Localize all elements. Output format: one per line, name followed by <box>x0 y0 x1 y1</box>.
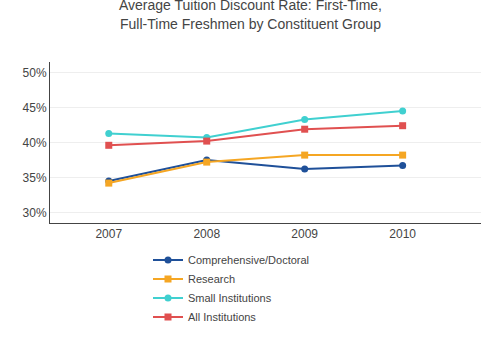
svg-text:40%: 40% <box>23 136 47 150</box>
svg-text:2007: 2007 <box>95 227 122 241</box>
svg-text:Comprehensive/Doctoral: Comprehensive/Doctoral <box>188 254 309 266</box>
svg-text:50%: 50% <box>23 66 47 80</box>
svg-text:2010: 2010 <box>389 227 416 241</box>
svg-text:Average Tuition Discount Rate:: Average Tuition Discount Rate: First-Tim… <box>119 0 382 32</box>
svg-text:45%: 45% <box>23 101 47 115</box>
svg-text:Research: Research <box>188 273 235 285</box>
svg-text:2008: 2008 <box>193 227 220 241</box>
svg-text:35%: 35% <box>23 171 47 185</box>
svg-text:Small Institutions: Small Institutions <box>188 292 272 304</box>
svg-text:All Institutions: All Institutions <box>188 311 256 323</box>
svg-text:2009: 2009 <box>291 227 318 241</box>
svg-text:30%: 30% <box>23 206 47 220</box>
